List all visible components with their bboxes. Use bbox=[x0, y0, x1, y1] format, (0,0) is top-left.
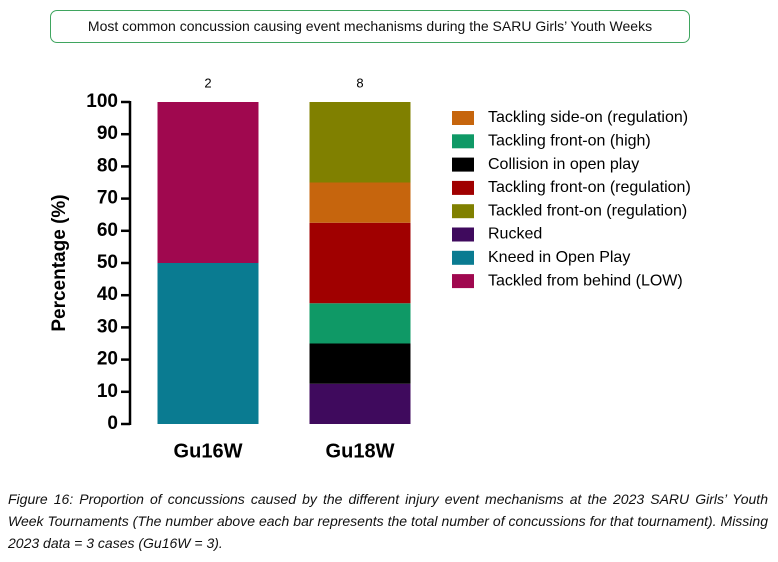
y-tick-label: 90 bbox=[97, 123, 118, 144]
y-tick-label: 20 bbox=[97, 349, 118, 370]
y-tick-label: 80 bbox=[97, 155, 118, 176]
legend-label: Tackling front-on (high) bbox=[488, 133, 651, 150]
bar-segment bbox=[309, 102, 411, 183]
x-tick-label: Gu18W bbox=[326, 440, 395, 462]
legend-swatch bbox=[452, 157, 474, 172]
chart-title: Most common concussion causing event mec… bbox=[50, 10, 690, 43]
bar-total: 2 bbox=[204, 75, 211, 90]
y-tick-label: 100 bbox=[86, 91, 118, 112]
legend-swatch bbox=[452, 111, 474, 125]
bar-segment bbox=[309, 383, 411, 424]
legend-label: Tackled front-on (regulation) bbox=[488, 202, 687, 219]
bar-segment bbox=[157, 263, 259, 424]
legend-label: Kneed in Open Play bbox=[488, 249, 630, 266]
legend-label: Tackling front-on (regulation) bbox=[488, 179, 691, 196]
y-tick-label: 0 bbox=[107, 413, 118, 434]
y-tick-label: 40 bbox=[97, 284, 118, 305]
bar-segment bbox=[157, 102, 259, 263]
chart: Percentage (%) 0 10 20 30 40 50 60 70 80 90 100 2 Gu… bbox=[49, 75, 691, 462]
caption: Figure 16: Proportion of concussions cau… bbox=[8, 491, 768, 551]
legend-label: Collision in open play bbox=[488, 156, 639, 173]
y-tick-label: 60 bbox=[97, 220, 118, 241]
legend-label: Tackled from behind (LOW) bbox=[488, 272, 683, 289]
y-axis-label: Percentage (%) bbox=[49, 194, 70, 331]
bar-segment bbox=[309, 222, 411, 304]
y-tick-label: 50 bbox=[97, 252, 118, 273]
legend-label: Tackling side-on (regulation) bbox=[488, 109, 688, 126]
legend-swatch bbox=[452, 204, 474, 219]
legend-swatch bbox=[452, 134, 474, 149]
x-tick-label: Gu16W bbox=[174, 440, 243, 462]
legend-swatch bbox=[452, 274, 474, 289]
y-tick-label: 70 bbox=[97, 188, 118, 209]
legend-swatch bbox=[452, 180, 474, 195]
bar-segment bbox=[309, 303, 411, 344]
legend-swatch bbox=[452, 250, 474, 265]
legend-swatch bbox=[452, 227, 474, 242]
legend-label: Rucked bbox=[488, 226, 542, 243]
y-tick-label: 10 bbox=[97, 381, 118, 402]
y-tick-label: 30 bbox=[97, 316, 118, 337]
bar-total: 8 bbox=[356, 75, 363, 90]
bar-segment bbox=[309, 343, 411, 384]
bar-segment bbox=[309, 182, 411, 223]
